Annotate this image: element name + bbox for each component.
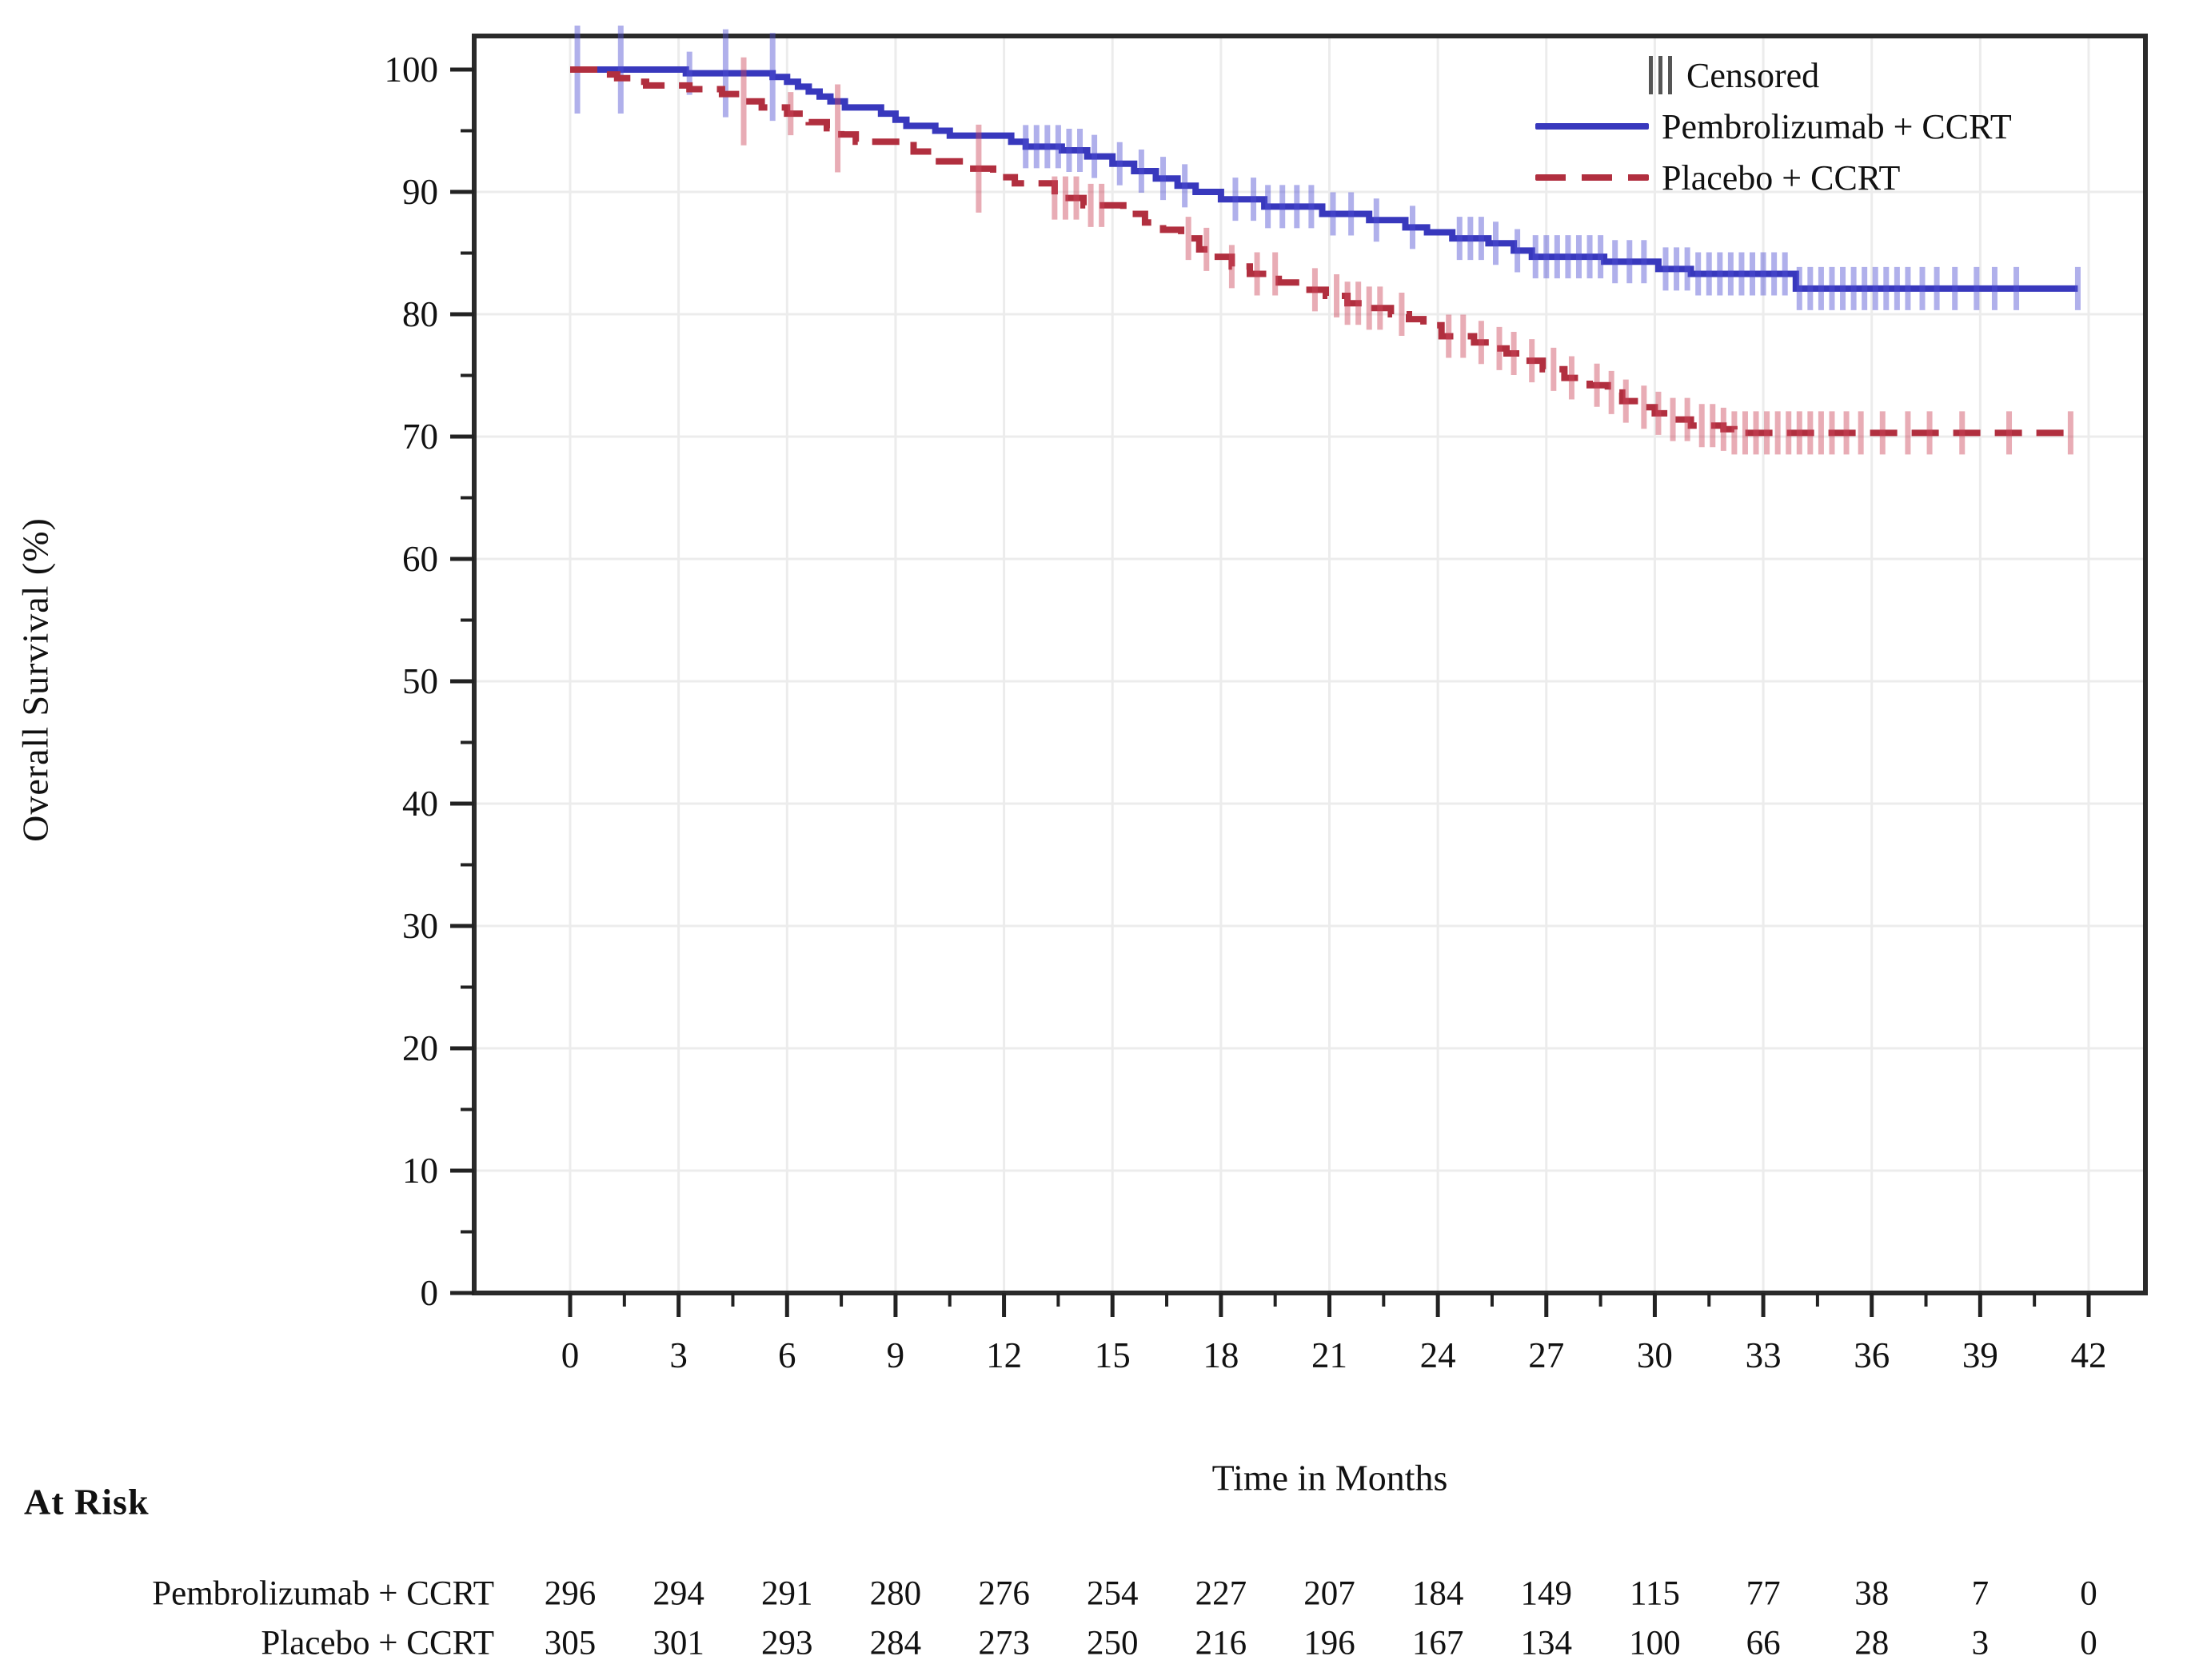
x-tick-label: 0 [561,1335,580,1375]
at-risk-value: 305 [544,1624,597,1662]
x-tick-label: 27 [1528,1335,1564,1375]
at-risk-value: 280 [869,1574,922,1613]
at-risk-value: 7 [1971,1574,1989,1613]
at-risk-value: 77 [1746,1574,1781,1613]
at-risk-value: 284 [869,1624,922,1662]
y-tick-label: 50 [402,661,438,701]
at-risk-value: 291 [761,1574,813,1613]
at-risk-value: 294 [653,1574,704,1613]
x-tick-label: 39 [1962,1335,1998,1375]
x-tick-label: 42 [2071,1335,2107,1375]
km-curve-placebo-ccrt [570,66,2074,437]
y-tick-label: 10 [402,1151,438,1191]
y-tick-label: 0 [421,1273,439,1313]
at-risk-value: 0 [2080,1574,2097,1613]
legend: Censored Pembrolizumab + CCRT Placebo + … [1535,50,2167,203]
x-tick-label: 9 [887,1335,905,1375]
legend-censored-label: Censored [1686,55,1820,95]
x-tick-label: 12 [986,1335,1022,1375]
y-tick-label: 70 [402,417,438,457]
at-risk-value: 38 [1854,1574,1890,1613]
at-risk-value: 296 [544,1574,597,1613]
y-tick-label: 60 [402,539,438,579]
at-risk-value: 149 [1520,1574,1573,1613]
legend-line-placebo-icon [1535,174,1649,181]
x-tick-label: 24 [1420,1335,1456,1375]
at-risk-value: 28 [1854,1624,1890,1662]
legend-placebo-label: Placebo + CCRT [1662,158,1901,198]
x-tick-label: 30 [1637,1335,1673,1375]
at-risk-value: 66 [1746,1624,1781,1662]
at-risk-value: 293 [761,1624,813,1662]
km-curve-pembrolizumab-ccrt [570,66,2078,292]
at-risk-value: 100 [1629,1624,1681,1662]
at-risk-value: 167 [1411,1624,1464,1662]
y-tick-label: 30 [402,906,438,946]
at-risk-row-label-placebo: Placebo + CCRT [261,1624,494,1662]
y-tick-label: 90 [402,172,438,212]
at-risk-value: 227 [1195,1574,1247,1613]
y-tick-label: 100 [385,50,439,90]
x-tick-label: 36 [1854,1335,1890,1375]
plot-frame [472,34,2148,1295]
x-tick-label: 33 [1746,1335,1782,1375]
at-risk-value: 207 [1303,1574,1355,1613]
x-tick-label: 3 [669,1335,688,1375]
x-axis-title: Time in Months [1211,1457,1448,1498]
x-tick-label: 21 [1311,1335,1347,1375]
censored-ticks-icon [1649,56,1672,94]
at-risk-value: 134 [1520,1624,1573,1662]
axis-ticks [450,67,2091,1317]
at-risk-value: 184 [1411,1574,1464,1613]
at-risk-row-label-pembrolizumab: Pembrolizumab + CCRT [152,1574,494,1613]
at-risk-value: 250 [1086,1624,1139,1662]
legend-row-placebo: Placebo + CCRT [1535,152,2167,203]
at-risk-value: 216 [1195,1624,1247,1662]
at-risk-value: 276 [978,1574,1030,1613]
at-risk-value: 254 [1086,1574,1139,1613]
censor-marks-pembrolizumab [574,26,2081,310]
at-risk-value: 3 [1971,1624,1989,1662]
y-tick-label: 40 [402,784,438,824]
legend-row-pembrolizumab: Pembrolizumab + CCRT [1535,101,2167,152]
legend-row-censored: Censored [1535,50,2167,101]
at-risk-value: 301 [653,1624,704,1662]
x-tick-label: 18 [1203,1335,1239,1375]
gridlines [474,36,2145,1293]
at-risk-header: At Risk [24,1481,150,1522]
at-risk-value: 196 [1303,1624,1355,1662]
legend-pembrolizumab-label: Pembrolizumab + CCRT [1662,106,2012,146]
x-tick-label: 6 [778,1335,796,1375]
censor-marks-placebo [740,57,2073,455]
x-tick-label: 15 [1095,1335,1131,1375]
legend-line-pembrolizumab-icon [1535,123,1649,130]
at-risk-value: 0 [2080,1624,2097,1662]
at-risk-value: 273 [978,1624,1030,1662]
axis-tick-labels: 0 3 6 9 12 15 18 21 24 27 30 33 36 39 4201020304050607… [385,50,2107,1375]
y-tick-label: 80 [402,294,438,334]
at-risk-value: 115 [1629,1574,1680,1613]
y-tick-label: 20 [402,1028,438,1068]
y-axis-title: Overall Survival (%) [14,517,56,842]
